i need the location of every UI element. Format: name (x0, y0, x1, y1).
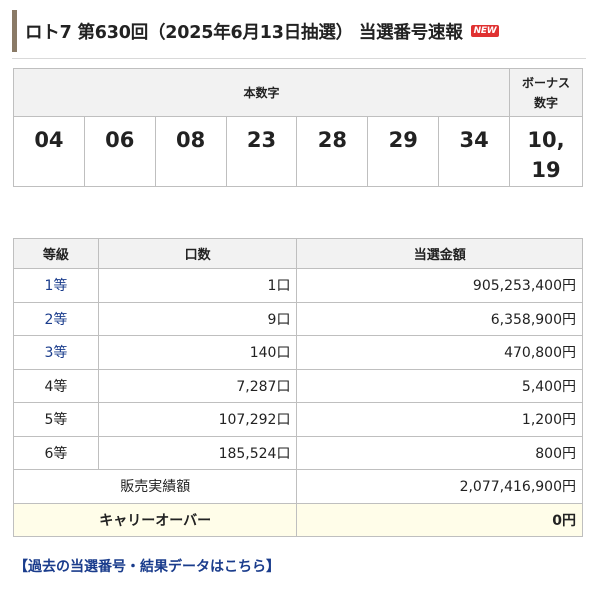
main-number: 06 (83, 116, 156, 187)
main-number: 29 (367, 116, 440, 187)
carryover-label: キャリーオーバー (12, 502, 298, 537)
prize-table: 等級 口数 当選金額 1等 1口 905,253,400円 2等 9口 6,35… (12, 238, 583, 537)
prize-row: 4等 7,287口 5,400円 (13, 368, 583, 403)
amount-header: 当選金額 (296, 238, 583, 269)
bonus-number-line2: 19 (531, 158, 561, 182)
grade-link-3[interactable]: 3等 (44, 345, 68, 362)
amount-cell: 800円 (296, 435, 583, 470)
amount-cell: 5,400円 (296, 368, 583, 403)
amount-cell: 6,358,900円 (296, 301, 583, 336)
bonus-number-line1: 10, (527, 128, 565, 152)
page-title-bar: ロト7 第630回（2025年6月13日抽選） 当選番号速報 NEW (12, 10, 586, 52)
carryover-row: キャリーオーバー 0円 (12, 502, 583, 537)
new-badge: NEW (470, 25, 500, 37)
bonus-header-line1: ボーナス (522, 75, 571, 90)
grade-link-2[interactable]: 2等 (44, 311, 68, 328)
sales-row: 販売実績額 2,077,416,900円 (12, 469, 583, 504)
page-title: ロト7 第630回（2025年6月13日抽選） 当選番号速報 (25, 22, 463, 43)
main-number: 23 (225, 116, 298, 187)
bonus-numbers: 10, 19 (509, 116, 583, 187)
main-number: 28 (296, 116, 369, 187)
grade-cell: 2等 (13, 301, 99, 336)
prize-row: 3等 140口 470,800円 (13, 335, 583, 370)
amount-cell: 905,253,400円 (296, 268, 583, 303)
bonus-numbers-header: ボーナス 数字 (509, 68, 583, 117)
count-cell: 9口 (97, 301, 298, 336)
prize-row: 5等 107,292口 1,200円 (13, 402, 583, 437)
sales-value: 2,077,416,900円 (296, 469, 583, 504)
grade-header: 等級 (13, 238, 99, 269)
grade-cell: 4等 (13, 368, 99, 403)
amount-cell: 470,800円 (296, 335, 583, 370)
prize-row: 6等 185,524口 800円 (13, 435, 583, 470)
sales-label: 販売実績額 (12, 469, 298, 504)
winning-numbers-table: 本数字 ボーナス 数字 04 06 08 23 28 29 34 10, 19 (12, 68, 583, 187)
carryover-value: 0円 (296, 502, 583, 537)
prize-row: 1等 1口 905,253,400円 (13, 268, 583, 303)
count-header: 口数 (97, 238, 298, 269)
main-number: 08 (154, 116, 227, 187)
count-cell: 185,524口 (97, 435, 298, 470)
grade-cell: 3等 (13, 335, 99, 370)
title-divider (12, 58, 586, 59)
count-cell: 7,287口 (97, 368, 298, 403)
count-cell: 1口 (97, 268, 298, 303)
count-cell: 107,292口 (97, 402, 298, 437)
main-number: 04 (13, 116, 85, 187)
amount-cell: 1,200円 (296, 402, 583, 437)
main-number: 34 (438, 116, 511, 187)
archive-link[interactable]: 【過去の当選番号・結果データはこちら】 (14, 559, 280, 575)
prize-row: 2等 9口 6,358,900円 (13, 301, 583, 336)
count-cell: 140口 (97, 335, 298, 370)
grade-cell: 5等 (13, 402, 99, 437)
grade-link-1[interactable]: 1等 (44, 278, 68, 295)
bonus-header-line2: 数字 (534, 95, 559, 110)
grade-cell: 1等 (13, 268, 99, 303)
grade-cell: 6等 (13, 435, 99, 470)
main-numbers-header: 本数字 (12, 68, 511, 117)
